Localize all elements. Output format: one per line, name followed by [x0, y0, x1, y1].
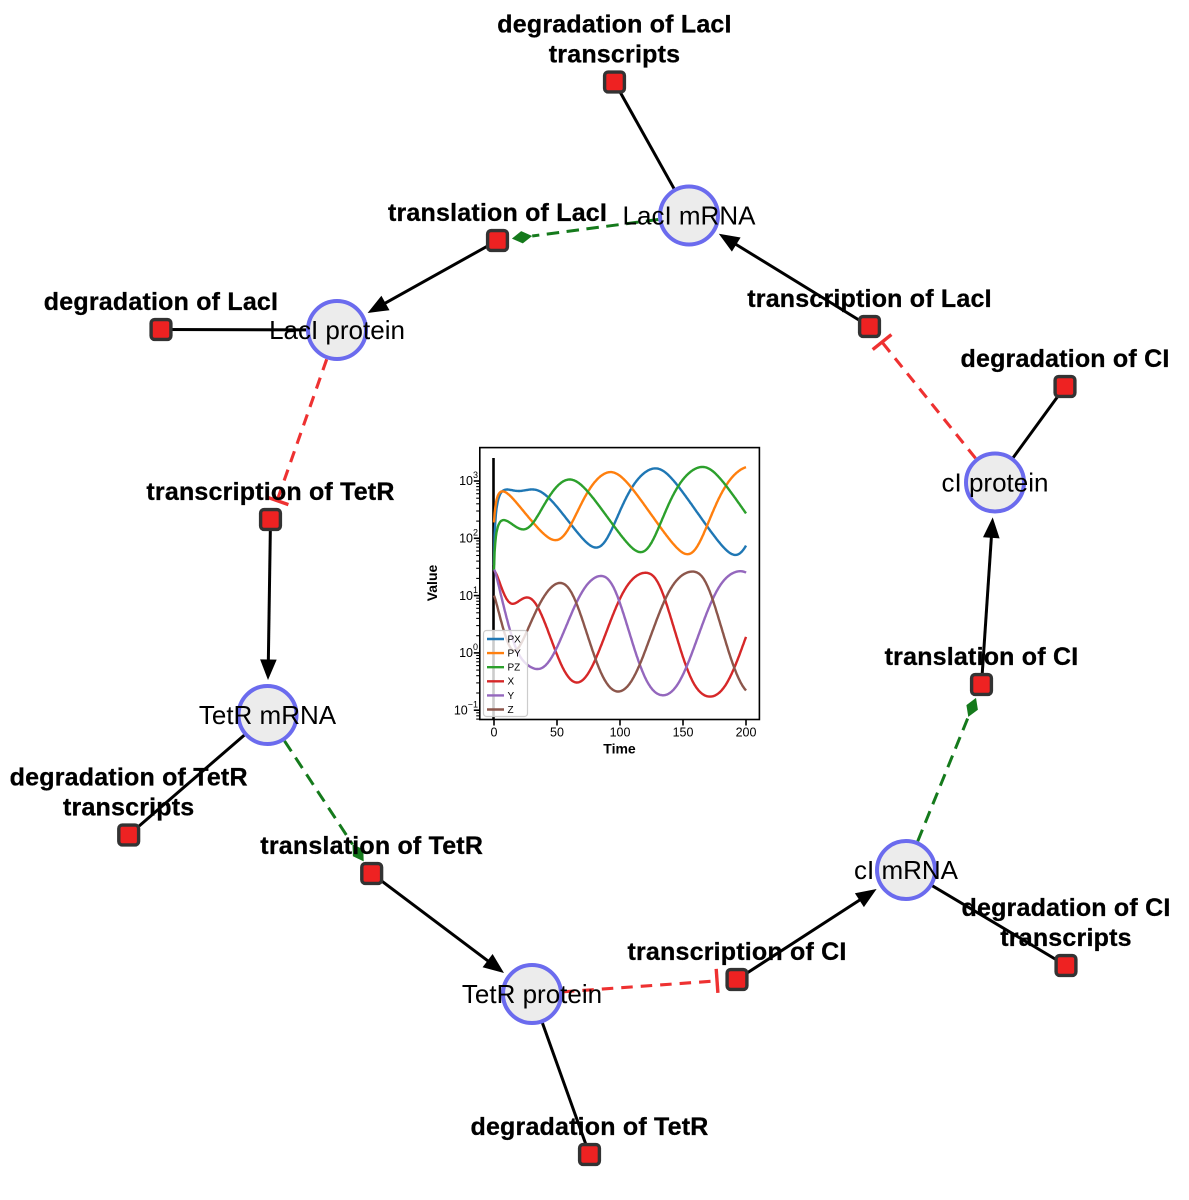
svg-text:Time: Time — [603, 741, 636, 757]
svg-text:transcripts: transcripts — [1000, 924, 1131, 952]
svg-text:translation of TetR: translation of TetR — [260, 832, 483, 860]
svg-text:LacI protein: LacI protein — [269, 315, 405, 345]
svg-text:200: 200 — [736, 726, 757, 740]
svg-text:0: 0 — [491, 726, 498, 740]
svg-text:100: 100 — [610, 726, 631, 740]
svg-text:degradation of TetR: degradation of TetR — [470, 1113, 708, 1141]
svg-text:degradation of CI: degradation of CI — [961, 345, 1170, 373]
svg-text:cI mRNA: cI mRNA — [854, 855, 959, 885]
svg-text:degradation of TetR: degradation of TetR — [10, 764, 248, 792]
svg-text:transcription of TetR: transcription of TetR — [146, 478, 394, 506]
svg-text:degradation of LacI: degradation of LacI — [44, 288, 278, 316]
svg-text:transcripts: transcripts — [549, 41, 680, 69]
svg-text:150: 150 — [673, 726, 694, 740]
svg-text:transcription of CI: transcription of CI — [627, 938, 846, 966]
svg-text:translation of LacI: translation of LacI — [388, 199, 607, 227]
svg-text:transcription of LacI: transcription of LacI — [747, 285, 992, 313]
svg-text:PZ: PZ — [508, 663, 521, 674]
svg-text:degradation of LacI: degradation of LacI — [497, 11, 731, 39]
svg-text:PX: PX — [508, 634, 522, 645]
svg-text:cI protein: cI protein — [942, 468, 1049, 498]
svg-text:TetR mRNA: TetR mRNA — [199, 700, 337, 730]
svg-text:PY: PY — [508, 649, 522, 660]
svg-text:Value: Value — [424, 565, 440, 602]
svg-text:translation of CI: translation of CI — [885, 643, 1079, 671]
svg-text:X: X — [508, 677, 515, 688]
svg-text:Z: Z — [508, 705, 514, 716]
svg-text:Y: Y — [508, 691, 515, 702]
svg-text:TetR protein: TetR protein — [462, 979, 602, 1009]
svg-text:LacI mRNA: LacI mRNA — [623, 201, 757, 231]
svg-text:50: 50 — [550, 726, 564, 740]
svg-text:degradation of CI: degradation of CI — [962, 894, 1171, 922]
svg-text:transcripts: transcripts — [63, 794, 194, 822]
